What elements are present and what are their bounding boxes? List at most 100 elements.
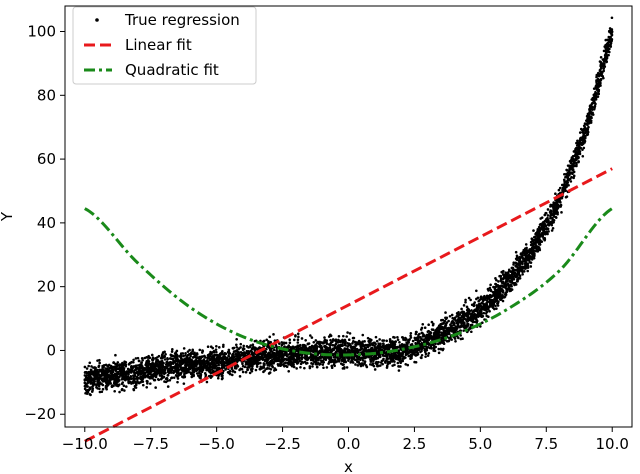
scatter-point: [414, 354, 418, 357]
scatter-point: [354, 363, 357, 366]
scatter-point: [541, 235, 544, 238]
scatter-point: [571, 154, 575, 158]
scatter-point: [504, 291, 508, 294]
scatter-point: [291, 364, 294, 367]
scatter-point: [133, 372, 137, 376]
scatter-point: [161, 364, 164, 367]
scatter-point: [346, 347, 349, 351]
scatter-point: [393, 363, 396, 367]
scatter-point: [576, 139, 579, 143]
scatter-point: [503, 283, 506, 287]
scatter-point: [118, 366, 122, 369]
scatter-point: [215, 350, 218, 354]
scatter-point: [209, 369, 212, 373]
scatter-point: [209, 345, 213, 349]
scatter-point: [308, 349, 312, 353]
scatter-point: [195, 356, 198, 360]
scatter-point: [425, 348, 429, 352]
scatter-point: [371, 363, 374, 367]
scatter-point: [445, 339, 449, 343]
scatter-point: [512, 277, 516, 281]
scatter-point: [604, 58, 608, 61]
scatter-point: [182, 347, 186, 350]
scatter-point: [551, 226, 555, 230]
scatter-point: [297, 335, 300, 339]
scatter-point: [267, 351, 271, 355]
scatter-point: [130, 360, 133, 364]
scatter-point: [228, 372, 232, 376]
scatter-point: [350, 345, 353, 349]
scatter-point: [313, 347, 316, 351]
scatter-point: [609, 35, 612, 39]
scatter-point: [462, 322, 466, 325]
scatter-point: [458, 318, 461, 322]
scatter-point: [417, 333, 420, 337]
scatter-point: [157, 378, 161, 382]
scatter-point: [90, 390, 94, 393]
scatter-point: [526, 266, 530, 269]
scatter-point: [442, 341, 445, 344]
scatter-point: [199, 372, 203, 376]
scatter-point: [415, 351, 419, 354]
scatter-point: [279, 364, 282, 368]
scatter-point: [361, 356, 365, 360]
scatter-point: [585, 122, 589, 125]
scatter-point: [254, 358, 258, 361]
scatter-point: [298, 356, 301, 359]
scatter-point: [466, 322, 469, 325]
scatter-point: [95, 373, 99, 377]
scatter-point: [141, 371, 144, 374]
scatter-point: [436, 331, 440, 334]
scatter-point: [296, 349, 300, 353]
scatter-point: [101, 380, 105, 383]
scatter-point: [120, 382, 124, 386]
scatter-point: [493, 285, 497, 289]
scatter-point: [595, 75, 598, 79]
scatter-point: [554, 215, 558, 219]
scatter-point: [262, 352, 266, 355]
scatter-point: [451, 326, 455, 330]
scatter-point: [85, 367, 89, 370]
scatter-point: [305, 347, 309, 351]
scatter-point: [381, 362, 384, 366]
scatter-point: [88, 361, 92, 365]
scatter-point: [502, 277, 505, 281]
scatter-point: [459, 334, 462, 337]
scatter-point: [100, 371, 104, 375]
scatter-point: [88, 386, 92, 389]
scatter-point: [350, 350, 354, 353]
scatter-point: [440, 318, 443, 322]
scatter-point: [270, 362, 274, 365]
scatter-point: [328, 357, 331, 361]
scatter-point: [530, 237, 534, 240]
scatter-point: [227, 352, 231, 355]
scatter-point: [524, 243, 528, 246]
scatter-point: [236, 364, 240, 368]
scatter-point: [346, 341, 349, 345]
scatter-point: [396, 351, 400, 354]
scatter-point: [484, 296, 487, 300]
scatter-point: [195, 362, 198, 366]
scatter-point: [582, 127, 586, 131]
scatter-point: [190, 352, 193, 356]
scatter-point: [444, 311, 447, 314]
scatter-point: [420, 353, 424, 357]
scatter-point: [555, 211, 558, 215]
scatter-point: [523, 258, 527, 262]
scatter-point: [145, 368, 149, 371]
scatter-point: [254, 368, 258, 372]
scatter-point: [192, 356, 195, 359]
scatter-point: [499, 298, 503, 302]
scatter-point: [205, 359, 209, 362]
scatter-point: [198, 348, 202, 352]
scatter-point: [179, 353, 183, 357]
scatter-point: [135, 383, 138, 386]
scatter-point: [342, 363, 345, 366]
scatter-point: [177, 359, 181, 363]
scatter-point: [396, 336, 399, 339]
scatter-point: [342, 334, 345, 338]
scatter-point: [273, 355, 277, 358]
scatter-point: [284, 361, 287, 365]
scatter-point: [516, 280, 519, 283]
scatter-point: [220, 351, 224, 354]
